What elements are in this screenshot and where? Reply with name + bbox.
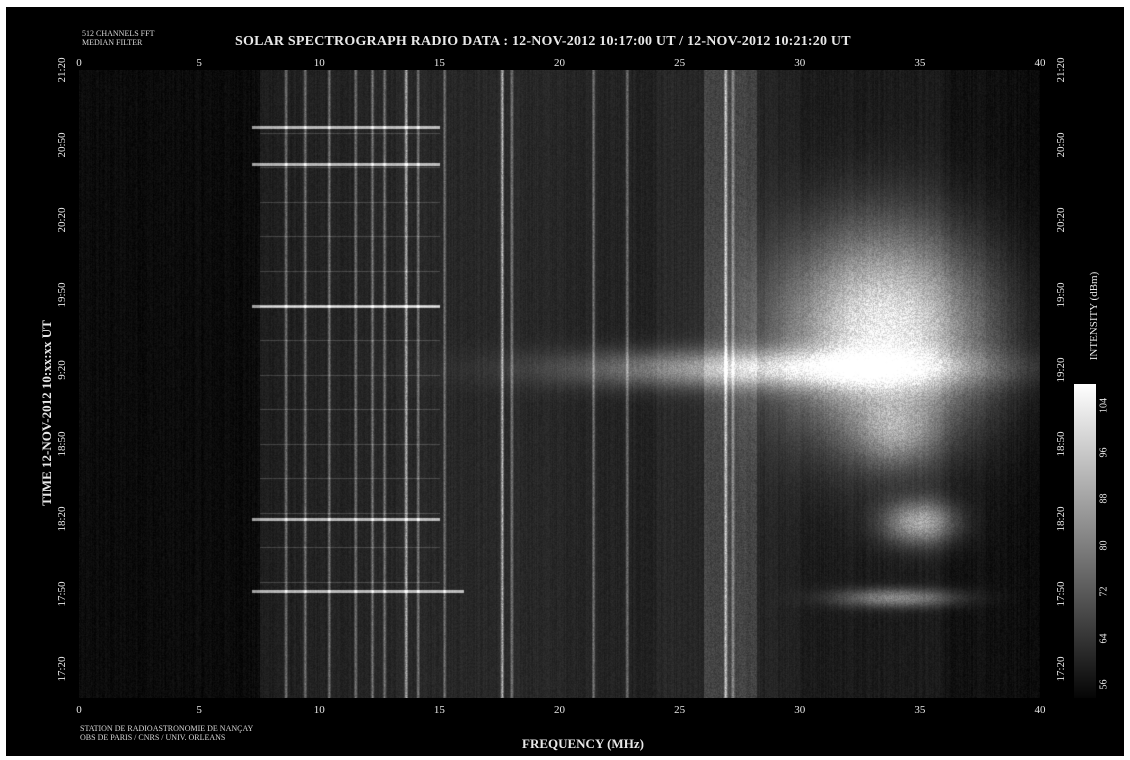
x-axis-label: FREQUENCY (MHz): [522, 736, 644, 751]
y-axis-label: TIME 12-NOV-2012 10:xx:xx UT: [39, 320, 54, 506]
y-tick-right-8: 21:20: [1055, 57, 1067, 83]
colorbar-gradient: [1074, 384, 1096, 698]
colorbar-tick-64: 64: [1098, 633, 1110, 644]
x-tick-bottom-35: 35: [914, 704, 926, 716]
station-line-2: OBS DE PARIS / CNRS / UNIV. ORLEANS: [80, 733, 226, 742]
colorbar-tick-88: 88: [1098, 493, 1110, 504]
x-tick-bottom-20: 20: [554, 704, 565, 716]
x-tick-bottom-30: 30: [794, 704, 806, 716]
y-tick-right-0: 17:20: [1055, 656, 1067, 682]
y-tick-right-7: 20:50: [1055, 132, 1067, 158]
x-tick-bottom-25: 25: [674, 704, 686, 716]
station-line-1: STATION DE RADIOASTRONOMIE DE NANÇAY: [80, 724, 254, 733]
spectrogram-heatmap: [79, 70, 1040, 698]
x-tick-bottom-0: 0: [76, 704, 82, 716]
x-tick-top-20: 20: [554, 57, 565, 69]
y-tick-left-8: 21:20: [56, 57, 68, 83]
x-tick-top-35: 35: [914, 57, 926, 69]
x-tick-bottom-15: 15: [433, 704, 445, 716]
y-tick-left-5: 19:50: [56, 282, 68, 308]
x-tick-top-40: 40: [1034, 57, 1046, 69]
y-tick-left-2: 18:20: [56, 506, 68, 532]
colorbar-tick-96: 96: [1098, 447, 1110, 458]
y-tick-left-0: 17:20: [56, 656, 68, 682]
colorbar-tick-72: 72: [1098, 586, 1110, 597]
colorbar-tick-56: 56: [1098, 679, 1110, 690]
y-tick-left-3: 18:50: [56, 431, 68, 457]
colorbar-label: INTENSITY (dBm): [1088, 271, 1100, 361]
chart-title: SOLAR SPECTROGRAPH RADIO DATA : 12-NOV-2…: [235, 34, 851, 49]
x-tick-top-30: 30: [794, 57, 806, 69]
y-tick-right-5: 19:50: [1055, 282, 1067, 308]
colorbar-tick-104: 104: [1098, 398, 1110, 414]
y-tick-left-1: 17:50: [56, 581, 68, 607]
y-tick-right-2: 18:20: [1055, 506, 1067, 532]
y-tick-right-4: 19:20: [1055, 356, 1067, 383]
x-tick-top-10: 10: [313, 57, 325, 69]
y-tick-left-4: 9:20: [56, 359, 68, 380]
x-tick-top-5: 5: [196, 57, 202, 69]
x-tick-bottom-5: 5: [196, 704, 202, 716]
y-tick-right-6: 20:20: [1055, 207, 1067, 233]
y-tick-left-7: 20:50: [56, 132, 68, 158]
x-tick-top-25: 25: [674, 57, 686, 69]
y-tick-left-6: 20:20: [56, 207, 68, 233]
x-tick-top-15: 15: [433, 57, 445, 69]
colorbar: [1074, 384, 1096, 698]
x-tick-bottom-40: 40: [1034, 704, 1046, 716]
y-tick-right-3: 18:50: [1055, 431, 1067, 457]
colorbar-tick-80: 80: [1098, 540, 1110, 551]
x-tick-top-0: 0: [76, 57, 82, 69]
info-line-2: MEDIAN FILTER: [82, 38, 143, 47]
info-line-1: 512 CHANNELS FFT: [82, 29, 155, 38]
y-tick-right-1: 17:50: [1055, 581, 1067, 607]
x-tick-bottom-10: 10: [313, 704, 325, 716]
